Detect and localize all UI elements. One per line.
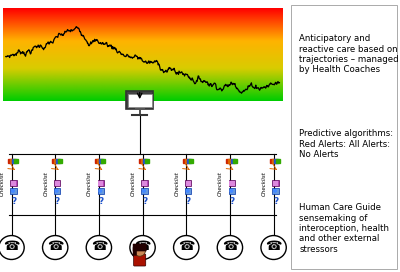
Text: ?: ? xyxy=(54,197,60,206)
FancyBboxPatch shape xyxy=(54,188,60,194)
FancyBboxPatch shape xyxy=(185,180,192,186)
FancyBboxPatch shape xyxy=(291,5,397,269)
Text: Checklist: Checklist xyxy=(87,171,92,196)
Circle shape xyxy=(130,236,155,259)
FancyBboxPatch shape xyxy=(55,181,60,186)
FancyBboxPatch shape xyxy=(98,188,104,194)
FancyBboxPatch shape xyxy=(126,91,153,109)
Text: Human Care Guide
sensemaking of
interoception, health
and other external
stresso: Human Care Guide sensemaking of interoce… xyxy=(299,203,389,254)
Circle shape xyxy=(142,189,146,193)
Text: ☎: ☎ xyxy=(265,240,282,253)
Circle shape xyxy=(55,189,59,193)
FancyBboxPatch shape xyxy=(272,180,279,186)
FancyBboxPatch shape xyxy=(10,188,17,194)
Text: Predictive algorithms:
Red Alerts: All Alerts:
No Alerts: Predictive algorithms: Red Alerts: All A… xyxy=(299,129,393,159)
FancyBboxPatch shape xyxy=(11,181,16,186)
Text: ☎: ☎ xyxy=(91,240,107,253)
FancyBboxPatch shape xyxy=(142,188,148,194)
FancyBboxPatch shape xyxy=(273,181,278,186)
Text: ☎: ☎ xyxy=(134,240,151,253)
Text: ?: ? xyxy=(186,197,191,206)
Circle shape xyxy=(42,236,68,259)
FancyBboxPatch shape xyxy=(54,180,60,186)
Circle shape xyxy=(86,236,112,259)
Circle shape xyxy=(261,236,286,259)
Text: ☎: ☎ xyxy=(178,240,194,253)
FancyBboxPatch shape xyxy=(135,108,145,110)
Text: Checklist: Checklist xyxy=(131,171,136,196)
FancyBboxPatch shape xyxy=(272,188,279,194)
Text: ?: ? xyxy=(229,197,234,206)
FancyBboxPatch shape xyxy=(229,188,235,194)
FancyBboxPatch shape xyxy=(186,181,191,186)
Circle shape xyxy=(174,236,199,259)
FancyBboxPatch shape xyxy=(10,180,17,186)
FancyBboxPatch shape xyxy=(185,188,192,194)
Text: ?: ? xyxy=(98,197,104,206)
Text: Checklist: Checklist xyxy=(218,171,223,196)
Circle shape xyxy=(0,236,24,259)
Circle shape xyxy=(229,189,233,193)
FancyBboxPatch shape xyxy=(98,180,104,186)
Circle shape xyxy=(186,189,190,193)
Text: ☎: ☎ xyxy=(222,240,238,253)
FancyBboxPatch shape xyxy=(128,94,152,107)
FancyBboxPatch shape xyxy=(229,181,234,186)
Text: ?: ? xyxy=(273,197,278,206)
Circle shape xyxy=(11,189,15,193)
FancyBboxPatch shape xyxy=(133,244,146,251)
Text: Anticipatory and
reactive care based on
trajectories – managed
by Health Coaches: Anticipatory and reactive care based on … xyxy=(299,34,399,75)
FancyBboxPatch shape xyxy=(142,180,148,186)
Text: Checklist: Checklist xyxy=(262,171,267,196)
Text: ☎: ☎ xyxy=(47,240,64,253)
Text: Checklist: Checklist xyxy=(0,171,5,196)
Circle shape xyxy=(98,189,102,193)
FancyBboxPatch shape xyxy=(133,247,137,256)
FancyBboxPatch shape xyxy=(142,181,147,186)
Text: ☎: ☎ xyxy=(3,240,20,253)
FancyBboxPatch shape xyxy=(134,254,146,266)
Text: Checklist: Checklist xyxy=(174,171,180,196)
Circle shape xyxy=(217,236,242,259)
Text: ?: ? xyxy=(11,197,16,206)
Circle shape xyxy=(273,189,277,193)
Text: Checklist: Checklist xyxy=(44,171,48,196)
FancyBboxPatch shape xyxy=(229,180,235,186)
Circle shape xyxy=(134,245,146,256)
FancyBboxPatch shape xyxy=(98,181,104,186)
Text: ?: ? xyxy=(142,197,147,206)
